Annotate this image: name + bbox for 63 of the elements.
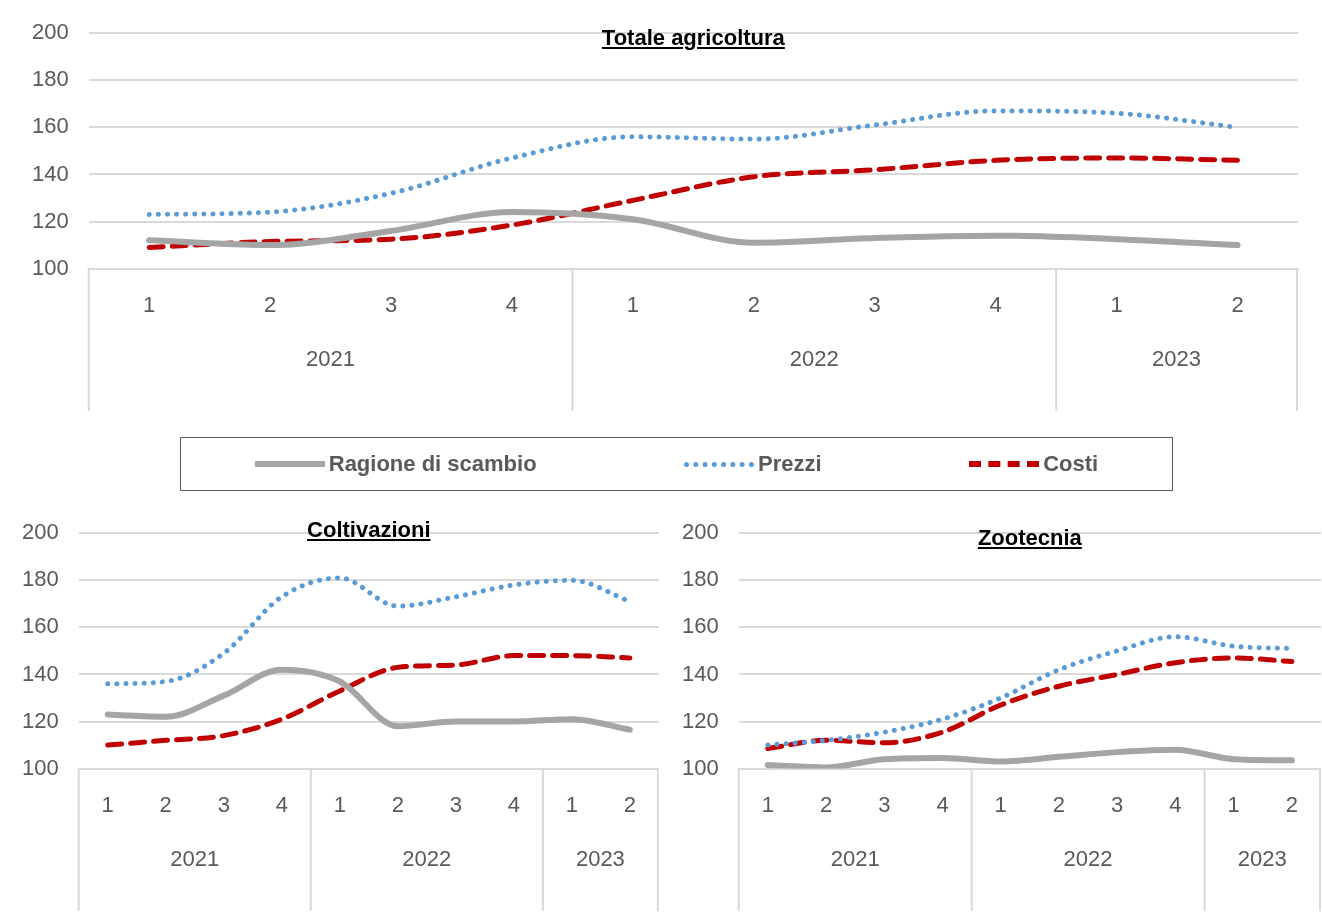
y-tick-label: 180 <box>681 566 719 592</box>
chart-title: Zootecnia <box>976 524 1083 552</box>
x-tick-label: 3 <box>878 791 891 817</box>
x-tick-label: 3 <box>449 791 462 817</box>
x-tick-label: 4 <box>989 291 1002 317</box>
x-tick-label: 4 <box>936 791 949 817</box>
x-tick-label: 4 <box>1169 791 1182 817</box>
x-tick-label: 2 <box>1285 791 1299 817</box>
x-tick-label: 1 <box>761 791 774 817</box>
text: 2022 <box>789 345 839 371</box>
y-tick-label: 140 <box>31 160 69 186</box>
legend-label: Ragione di scambio <box>328 451 537 477</box>
x-tick-label: 2 <box>819 791 833 817</box>
x-tick-label: 1 <box>101 791 114 817</box>
x-tick-label: 2 <box>159 791 172 817</box>
x-tick-label: 1 <box>143 291 156 317</box>
y-tick-label: 100 <box>21 754 59 780</box>
text: 2023 <box>1152 345 1202 371</box>
x-tick-label: 4 <box>275 791 288 817</box>
x-tick-label: 1 <box>565 791 578 817</box>
y-tick-label: 200 <box>31 19 69 45</box>
text: 2022 <box>402 845 452 871</box>
y-tick-label: 120 <box>31 207 69 233</box>
text: 2021 <box>306 345 356 371</box>
y-tick-label: 160 <box>31 113 69 139</box>
x-tick-label: 3 <box>868 291 881 317</box>
text: 2021 <box>170 845 220 871</box>
chart-title: Coltivazioni <box>306 516 432 544</box>
text: 2023 <box>1237 845 1287 871</box>
x-tick-label: 1 <box>994 791 1007 817</box>
x-tick-label: 3 <box>1111 791 1124 817</box>
y-tick-label: 120 <box>681 707 719 733</box>
x-tick-label: 4 <box>507 791 520 817</box>
y-tick-label: 180 <box>21 566 59 592</box>
x-tick-label: 2 <box>391 791 404 817</box>
y-tick-label: 200 <box>21 519 59 545</box>
y-tick-label: 160 <box>21 613 59 639</box>
y-tick-label: 200 <box>681 519 719 545</box>
y-tick-label: 140 <box>21 660 59 686</box>
x-tick-label: 1 <box>333 791 346 817</box>
x-tick-label: 2 <box>1231 291 1244 317</box>
legend-label: Prezzi <box>758 451 822 477</box>
y-tick-label: 140 <box>681 660 719 686</box>
legend-label: Costi <box>1043 451 1099 477</box>
x-tick-label: 2 <box>263 291 277 317</box>
x-tick-label: 1 <box>626 291 640 317</box>
text: 2021 <box>830 845 880 871</box>
x-tick-label: 2 <box>1052 791 1066 817</box>
x-tick-label: 2 <box>747 291 760 317</box>
x-tick-label: 2 <box>623 791 637 817</box>
y-tick-label: 120 <box>21 707 59 733</box>
y-tick-label: 100 <box>681 754 719 780</box>
x-tick-label: 4 <box>505 291 519 317</box>
y-tick-label: 160 <box>681 613 719 639</box>
text: 2023 <box>575 845 625 871</box>
x-tick-label: 1 <box>1110 291 1123 317</box>
y-tick-label: 100 <box>31 254 69 280</box>
y-tick-label: 180 <box>31 66 69 92</box>
text: 2022 <box>1063 845 1113 871</box>
x-tick-label: 3 <box>217 791 230 817</box>
chart-title: Totale agricoltura <box>600 24 786 52</box>
x-tick-label: 1 <box>1227 791 1240 817</box>
x-tick-label: 3 <box>384 291 398 317</box>
